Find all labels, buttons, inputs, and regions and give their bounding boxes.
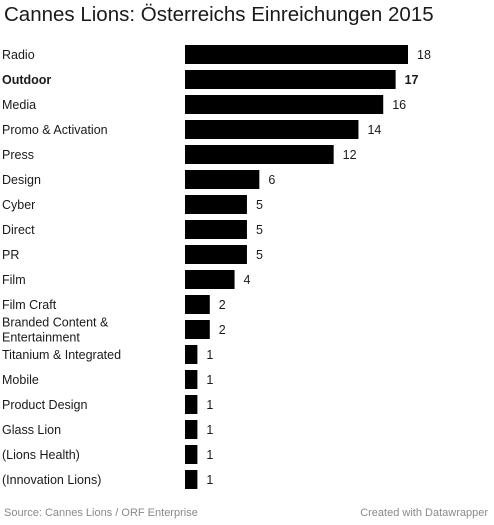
bar-row-design: Design 6 xyxy=(2,170,275,189)
bar-cyber xyxy=(185,195,247,214)
bar-row-radio: Radio 18 xyxy=(2,45,431,64)
bar-radio xyxy=(185,45,408,64)
bar-row-branded-content-and-entertainment: Branded Content & Entertainment 2 xyxy=(2,316,226,345)
bar-row-media: Media 16 xyxy=(2,95,406,114)
bar-row-glass-lion: Glass Lion 1 xyxy=(2,420,213,439)
bar-titanium-and-integrated xyxy=(185,345,198,364)
category-label-media: Media xyxy=(2,98,36,112)
category-label-outdoor: Outdoor xyxy=(2,73,51,87)
value-label-titanium-and-integrated: 1 xyxy=(206,348,213,362)
category-label-cyber: Cyber xyxy=(2,198,35,212)
value-label-film: 4 xyxy=(244,273,251,287)
value-label-radio: 18 xyxy=(417,48,431,62)
category-label-lions-health: (Lions Health) xyxy=(2,448,80,462)
value-label-pr: 5 xyxy=(256,248,263,262)
category-label-mobile: Mobile xyxy=(2,373,39,387)
category-label-film-craft: Film Craft xyxy=(2,298,57,312)
category-label-glass-lion: Glass Lion xyxy=(2,423,61,437)
bar-branded-content-and-entertainment xyxy=(185,320,210,339)
bar-glass-lion xyxy=(185,420,198,439)
value-label-cyber: 5 xyxy=(256,198,263,212)
datawrapper-credit-link[interactable]: Created with Datawrapper xyxy=(360,507,488,519)
category-label-innovation-lions: (Innovation Lions) xyxy=(2,473,101,487)
value-label-direct: 5 xyxy=(256,223,263,237)
value-label-promo-and-activation: 14 xyxy=(367,123,381,137)
bar-innovation-lions xyxy=(185,470,198,489)
bar-product-design xyxy=(185,395,198,414)
category-label-radio: Radio xyxy=(2,48,35,62)
value-label-outdoor: 17 xyxy=(405,73,419,87)
value-label-glass-lion: 1 xyxy=(206,423,213,437)
category-label-product-design: Product Design xyxy=(2,398,88,412)
category-label-film: Film xyxy=(2,273,26,287)
bar-pr xyxy=(185,245,247,264)
category-label-promo-and-activation: Promo & Activation xyxy=(2,123,108,137)
bar-row-titanium-and-integrated: Titanium & Integrated 1 xyxy=(2,345,213,364)
bar-row-pr: PR 5 xyxy=(2,245,263,264)
bar-row-innovation-lions: (Innovation Lions) 1 xyxy=(2,470,213,489)
value-label-mobile: 1 xyxy=(206,373,213,387)
value-label-innovation-lions: 1 xyxy=(206,473,213,487)
bar-row-press: Press 12 xyxy=(2,145,357,164)
bar-direct xyxy=(185,220,247,239)
bar-row-outdoor: Outdoor 17 xyxy=(2,70,419,89)
bar-row-product-design: Product Design 1 xyxy=(2,395,213,414)
bar-row-film: Film 4 xyxy=(2,270,251,289)
source-note: Source: Cannes Lions / ORF Enterprise xyxy=(4,507,198,519)
bar-lions-health xyxy=(185,445,198,464)
bar-film xyxy=(185,270,235,289)
value-label-product-design: 1 xyxy=(206,398,213,412)
bar-row-direct: Direct 5 xyxy=(2,220,263,239)
category-label-branded-content-and-entertainment: Branded Content & Entertainment xyxy=(2,316,109,345)
bar-mobile xyxy=(185,370,198,389)
bar-row-lions-health: (Lions Health) 1 xyxy=(2,445,213,464)
value-label-branded-content-and-entertainment: 2 xyxy=(219,323,226,337)
bar-design xyxy=(185,170,260,189)
bar-media xyxy=(185,95,384,114)
category-label-titanium-and-integrated: Titanium & Integrated xyxy=(2,348,121,362)
chart-title: Cannes Lions: Österreichs Einreichungen … xyxy=(4,3,434,26)
bar-promo-and-activation xyxy=(185,120,359,139)
bar-outdoor xyxy=(185,70,396,89)
bar-row-mobile: Mobile 1 xyxy=(2,370,213,389)
category-label-design: Design xyxy=(2,173,41,187)
bar-press xyxy=(185,145,334,164)
value-label-film-craft: 2 xyxy=(219,298,226,312)
value-label-lions-health: 1 xyxy=(206,448,213,462)
category-label-direct: Direct xyxy=(2,223,35,237)
bar-row-cyber: Cyber 5 xyxy=(2,195,263,214)
value-label-press: 12 xyxy=(343,148,357,162)
value-label-design: 6 xyxy=(268,173,275,187)
value-label-media: 16 xyxy=(392,98,406,112)
category-label-pr: PR xyxy=(2,248,19,262)
category-label-press: Press xyxy=(2,148,34,162)
bar-row-film-craft: Film Craft 2 xyxy=(2,295,226,314)
bar-film-craft xyxy=(185,295,210,314)
bar-row-promo-and-activation: Promo & Activation 14 xyxy=(2,120,381,139)
